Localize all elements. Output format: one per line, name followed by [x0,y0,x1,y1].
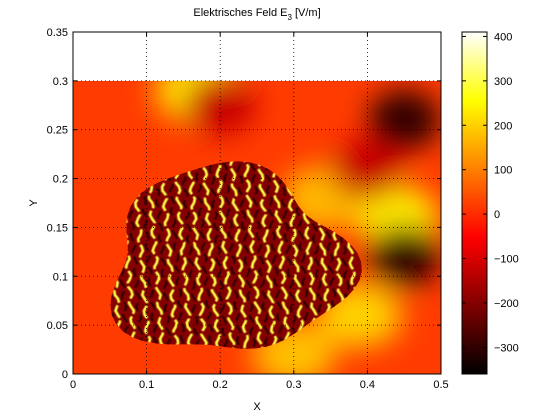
colorbar-tick-label: 300 [494,76,512,88]
y-tick-label: 0.1 [53,271,68,283]
y-tick-label: 0.25 [47,125,68,137]
colorbar-tick-label: 200 [494,120,512,132]
pattern-stripe [192,161,215,349]
chart-title: Elektrisches Feld E3 [V/m] [193,7,320,22]
y-tick-label: 0.3 [53,76,68,88]
pattern-stripe [144,161,167,349]
pattern-stripe [269,161,292,349]
pattern-stripe [158,161,182,349]
pattern-stripe [236,161,258,349]
pattern-stripe [221,161,244,349]
x-axis-ticks: 0 0.1 0.2 0.3 0.4 0.5 [70,32,449,391]
colorbar-tick-label: −200 [494,298,519,310]
pattern-stripe [152,161,174,349]
pattern-stripe [278,161,300,349]
x-tick-label: 0 [70,379,76,391]
pattern-stripe [164,161,188,349]
pattern-stripe [228,161,251,349]
y-tick-label: 0 [62,369,68,381]
pattern-stripe [249,161,272,349]
colorbar [461,31,488,375]
pattern-stripe [213,161,238,349]
colorbar-tick-label: −100 [494,254,519,266]
colorbar-tick-label: −300 [494,342,519,354]
x-tick-label: 0.3 [286,379,301,391]
colorbar-tick-label: 400 [494,31,512,43]
x-tick-label: 0.2 [213,379,228,391]
y-tick-label: 0.15 [47,222,68,234]
pattern-stripe [187,161,209,349]
chart-title-subscript: 3 [288,13,293,22]
pattern-stripe [200,161,223,349]
chart-title-unit: [V/m] [295,7,321,19]
axes-frame [72,31,442,375]
pattern-stripe [263,161,286,349]
y-tick-label: 0.35 [47,27,68,39]
x-tick-label: 0.5 [433,379,448,391]
y-axis-label: Y [28,199,40,207]
y-axis-ticks: 0 0.05 0.1 0.15 0.2 0.25 0.3 0.35 [47,27,441,381]
grid-lines [73,32,441,374]
y-tick-label: 0.2 [53,174,68,186]
pattern-stripe [208,161,230,349]
x-axis-label: X [253,401,261,413]
colorbar-tick-label: 0 [494,209,500,221]
x-tick-label: 0.4 [360,379,375,391]
pattern-stripe [179,161,202,349]
pattern-stripe [285,161,308,349]
colorbar-tick-label: 100 [494,165,512,177]
cold-region [368,226,441,287]
x-tick-label: 0.1 [139,379,154,391]
pattern-stripe [256,161,279,349]
colorbar-ticks: 400 300 200 100 0 −100 −200 −300 [462,31,519,354]
y-tick-label: 0.05 [47,320,68,332]
pattern-stripe [172,161,195,349]
pattern-stripe [241,161,265,349]
cold-region [368,89,441,150]
heatmap-field [73,80,441,374]
